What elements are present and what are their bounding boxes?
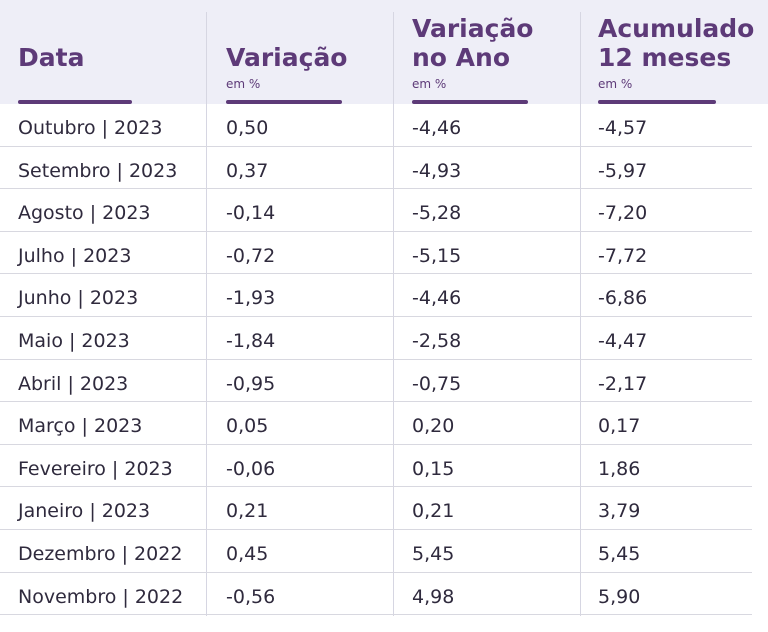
table-row: Agosto | 2023 -0,14 -5,28 -7,20 [0,189,768,232]
cell-variacao-ano: 0,15 [412,457,455,480]
cell-acumulado: -6,86 [598,287,648,310]
cell-acumulado: 3,79 [598,500,641,523]
column-divider [580,12,581,616]
cell-variacao: -1,84 [226,329,276,352]
cell-month: Maio | 2023 [18,329,130,352]
table-header: Data Variação em % Variação no Ano em % … [0,0,768,104]
cell-acumulado: -7,20 [598,202,648,225]
cell-month: Outubro | 2023 [18,117,163,139]
cell-month: Agosto | 2023 [18,202,151,225]
table-row: Maio | 2023 -1,84 -2,58 -4,47 [0,317,768,360]
cell-month: Janeiro | 2023 [18,500,151,523]
header-variacao-ano-underline [412,100,528,104]
table-row: Abril | 2023 -0,95 -0,75 -2,17 [0,360,768,403]
header-acumulado: Acumulado 12 meses em % [598,0,763,104]
cell-variacao-ano: -2,58 [412,329,462,352]
table-row: Dezembro | 2022 0,45 5,45 5,45 [0,530,768,573]
header-variacao-underline [226,100,342,104]
cell-variacao: 0,37 [226,159,269,182]
header-variacao-unit: em % [226,77,261,91]
cell-variacao: -0,14 [226,202,276,225]
cell-variacao-ano: -4,93 [412,159,462,182]
cell-variacao: -0,95 [226,372,276,395]
header-variacao-ano: Variação no Ano em % [412,0,577,104]
cell-acumulado: -5,97 [598,159,648,182]
cell-variacao: 0,21 [226,500,269,523]
cell-acumulado: 0,17 [598,415,641,438]
cell-month: Abril | 2023 [18,372,129,395]
header-variacao-ano-title: Variação no Ano [412,14,534,72]
header-variacao-ano-unit: em % [412,77,447,91]
cell-acumulado: 5,90 [598,585,641,608]
cell-variacao-ano: -0,75 [412,372,462,395]
header-data-title: Data [18,43,85,72]
table-row: Janeiro | 2023 0,21 0,21 3,79 [0,487,768,530]
cell-variacao: -0,06 [226,457,276,480]
table-body: Outubro | 2023 0,50 -4,46 -4,57 Setembro | 2… [0,104,768,615]
column-divider [393,12,394,616]
cell-month: Dezembro | 2022 [18,542,183,565]
table-row: Setembro | 2023 0,37 -4,93 -5,97 [0,147,768,190]
cell-month: Março | 2023 [18,415,143,438]
cell-variacao-ano: 5,45 [412,542,455,565]
cell-acumulado: -2,17 [598,372,648,395]
cell-variacao-ano: 0,21 [412,500,455,523]
table-row: Outubro | 2023 0,50 -4,46 -4,57 [0,104,768,147]
cell-variacao-ano: -4,46 [412,287,462,310]
cell-acumulado: -4,47 [598,329,648,352]
cell-acumulado: 5,45 [598,542,641,565]
column-divider [206,12,207,616]
cell-month: Novembro | 2022 [18,585,184,608]
cell-month: Setembro | 2023 [18,159,178,182]
table-row: Junho | 2023 -1,93 -4,46 -6,86 [0,274,768,317]
table-row: Julho | 2023 -0,72 -5,15 -7,72 [0,232,768,275]
header-data: Data [18,0,208,104]
cell-variacao: -1,93 [226,287,276,310]
cell-month: Junho | 2023 [18,287,139,310]
cell-variacao: 0,45 [226,542,269,565]
header-acumulado-underline [598,100,716,104]
cell-variacao: 0,50 [226,117,269,139]
cell-month: Julho | 2023 [18,244,132,267]
table-row: Fevereiro | 2023 -0,06 0,15 1,86 [0,445,768,488]
cell-variacao: -0,56 [226,585,276,608]
cell-acumulado: 1,86 [598,457,641,480]
cell-acumulado: -7,72 [598,244,648,267]
cell-variacao-ano: -5,15 [412,244,462,267]
cell-variacao-ano: 0,20 [412,415,455,438]
header-data-underline [18,100,132,104]
cell-month: Fevereiro | 2023 [18,457,173,480]
cell-variacao-ano: -5,28 [412,202,462,225]
header-acumulado-unit: em % [598,77,633,91]
table-row: Novembro | 2022 -0,56 4,98 5,90 [0,573,768,616]
cell-variacao-ano: 4,98 [412,585,455,608]
cell-variacao: -0,72 [226,244,276,267]
cell-variacao-ano: -4,46 [412,117,462,139]
header-variacao: Variação em % [226,0,396,104]
header-variacao-title: Variação [226,43,348,72]
table-row: Março | 2023 0,05 0,20 0,17 [0,402,768,445]
cell-acumulado: -4,57 [598,117,648,139]
header-acumulado-title: Acumulado 12 meses [598,14,755,72]
cell-variacao: 0,05 [226,415,269,438]
